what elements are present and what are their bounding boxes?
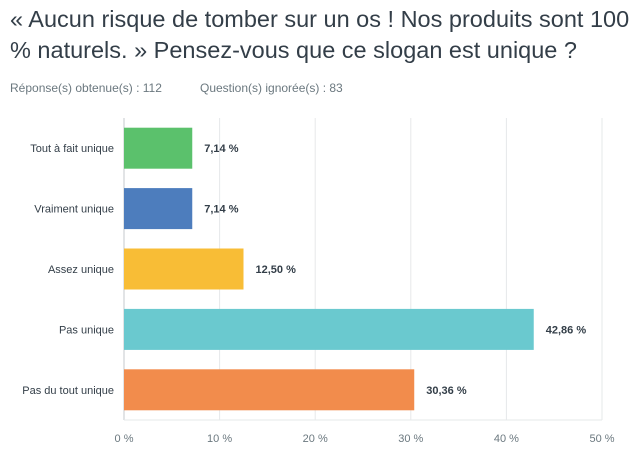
bar <box>124 369 415 411</box>
x-tick-label: 40 % <box>494 433 519 445</box>
data-label: 30,36 % <box>426 385 467 397</box>
bars: Tout à fait unique 7,14 % Vraiment unique 7… <box>22 127 587 411</box>
question-title: « Aucun risque de tomber sur un os ! Nos… <box>10 6 630 63</box>
category-label: Pas unique <box>59 324 114 336</box>
x-tick-label: 30 % <box>398 433 423 445</box>
category-label: Pas du tout unique <box>22 385 114 397</box>
bar <box>124 127 193 169</box>
x-tick-label: 50 % <box>589 433 614 445</box>
x-axis: 0 % 10 % 20 % 30 % 40 % 50 % <box>115 419 615 445</box>
data-label: 7,14 % <box>204 204 238 216</box>
bar <box>124 188 193 230</box>
x-tick-label: 10 % <box>207 433 232 445</box>
data-label: 7,14 % <box>204 143 238 155</box>
skipped-count: Question(s) ignorée(s) : 83 <box>200 81 343 95</box>
responses-count: Réponse(s) obtenue(s) : 112 <box>10 81 162 95</box>
category-label: Vraiment unique <box>34 204 114 216</box>
bar <box>124 308 534 350</box>
bar <box>124 248 244 290</box>
category-label: Assez unique <box>48 264 114 276</box>
category-label: Tout à fait unique <box>30 143 114 155</box>
x-tick-label: 0 % <box>115 433 134 445</box>
x-tick-label: 20 % <box>303 433 328 445</box>
data-label: 42,86 % <box>546 324 587 336</box>
data-label: 12,50 % <box>256 264 297 276</box>
